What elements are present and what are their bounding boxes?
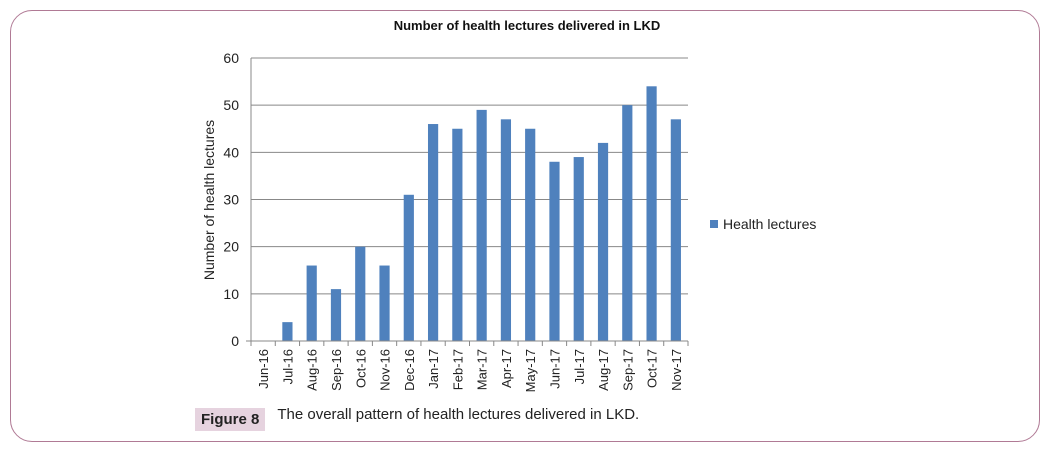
x-tick-label: Feb-17 (450, 349, 465, 390)
y-tick-label: 40 (223, 144, 239, 160)
y-tick-label: 20 (223, 239, 239, 255)
bar (573, 157, 584, 341)
bar (282, 322, 293, 341)
bar (646, 86, 657, 341)
x-tick-label: Mar-17 (475, 349, 490, 390)
legend: Health lectures (710, 216, 816, 232)
figure-caption: Figure 8 The overall pattern of health l… (195, 406, 640, 431)
bar (452, 128, 463, 341)
legend-swatch (710, 220, 718, 228)
x-tick-label: Aug-17 (596, 349, 611, 391)
x-tick-label: Apr-17 (499, 349, 514, 388)
x-tick-label: Aug-16 (305, 349, 320, 391)
x-tick-label: Nov-17 (669, 349, 684, 391)
x-tick-label: Jan-17 (426, 349, 441, 389)
caption-text: The overall pattern of health lectures d… (277, 406, 640, 423)
y-tick-label: 30 (223, 192, 239, 208)
bar (403, 194, 414, 341)
x-tick-label: Jul-17 (572, 349, 587, 384)
bar (427, 124, 439, 342)
x-tick-label: May-17 (523, 349, 538, 392)
x-tick-label: Jul-16 (280, 349, 295, 384)
legend-label: Health lectures (723, 216, 817, 232)
bar (549, 161, 560, 341)
x-tick-label: Oct-17 (645, 349, 660, 388)
bar (597, 142, 609, 341)
bar (355, 246, 366, 341)
x-tick-label: Jun-16 (256, 349, 271, 389)
bar (670, 119, 681, 341)
y-tick-label: 50 (223, 97, 239, 113)
bar (476, 109, 487, 341)
y-tick-label: 10 (223, 286, 239, 302)
x-tick-label: Jun-17 (547, 349, 562, 389)
bar (622, 105, 633, 342)
bar (500, 119, 512, 341)
x-tick-label: Dec-16 (402, 349, 417, 391)
x-tick-label: Sep-17 (620, 349, 635, 391)
bar (525, 128, 536, 341)
y-tick-label: 60 (223, 50, 239, 66)
chart-title: Number of health lectures delivered in L… (393, 18, 661, 33)
bar (379, 265, 390, 341)
figure-frame (10, 10, 1040, 442)
figure-label: Figure 8 (195, 408, 266, 431)
x-tick-label: Sep-16 (329, 349, 344, 391)
bar (330, 289, 342, 341)
x-tick-label: Oct-16 (353, 349, 368, 388)
y-axis-label: Number of health lectures (201, 120, 217, 280)
bar (306, 265, 317, 341)
x-tick-label: Nov-16 (378, 349, 393, 391)
y-tick-label: 0 (231, 333, 239, 349)
